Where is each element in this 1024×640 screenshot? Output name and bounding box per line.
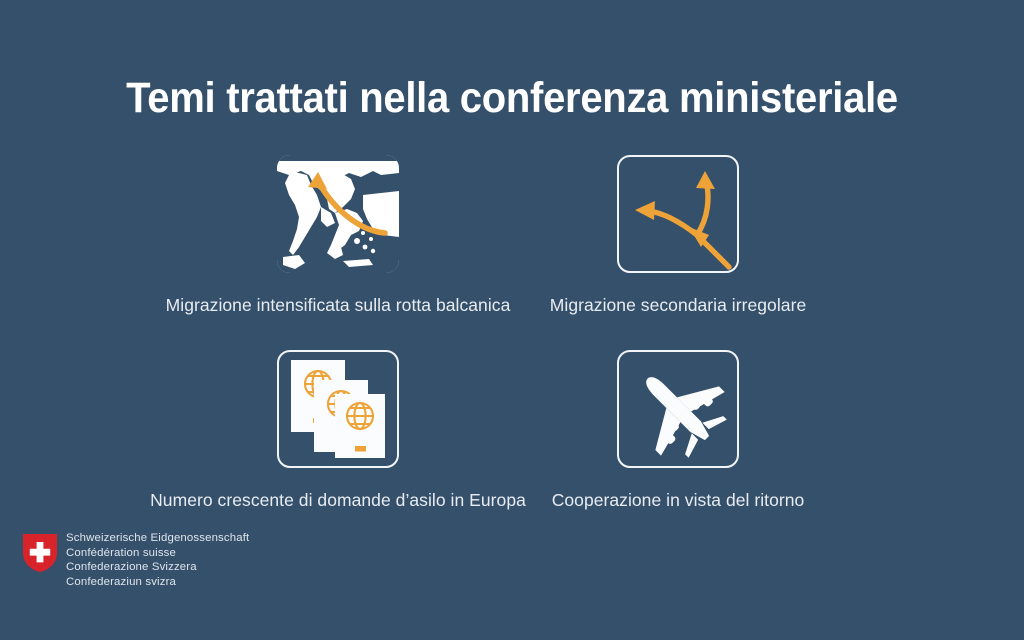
topic-label: Cooperazione in vista del ritorno <box>551 490 805 510</box>
topic-return-cooperation[interactable]: Cooperazione in vista del ritorno <box>552 350 804 510</box>
airplane-icon <box>646 377 727 458</box>
icon-panel <box>277 155 399 273</box>
swiss-confederation-logo: Schweizerische Eidgenossenschaft Confédé… <box>22 531 249 589</box>
topic-icon-balkan-route[interactable] <box>277 155 399 273</box>
topic-asylum-applications[interactable]: Numero crescente di domande d’asilo in E… <box>150 350 526 510</box>
migration-arrow <box>308 172 388 236</box>
topic-icon-secondary-migration[interactable] <box>617 155 739 273</box>
swiss-coat-of-arms-shield-icon <box>23 534 57 572</box>
stacked-passports-icon <box>291 360 385 458</box>
passport-card-front <box>335 394 385 458</box>
swiss-confederation-names: Schweizerische Eidgenossenschaft Confédé… <box>66 531 249 589</box>
branching-arrows-icon <box>635 171 732 270</box>
topic-secondary-migration[interactable]: Migrazione secondaria irregolare <box>550 155 806 315</box>
page-title: Temi trattati nella conferenza ministeri… <box>126 74 898 122</box>
logo-name-de: Schweizerische Eidgenossenschaft <box>66 532 250 544</box>
balkan-route-map-icon <box>277 155 399 273</box>
topic-label: Migrazione secondaria irregolare <box>549 295 807 315</box>
logo-name-rm: Confederaziun svizra <box>66 575 176 588</box>
icon-frame <box>617 350 739 468</box>
topic-balkan-route[interactable]: Migrazione intensificata sulla rotta bal… <box>166 155 510 315</box>
topic-icon-return-cooperation[interactable] <box>617 350 739 468</box>
icon-frame <box>617 155 739 273</box>
topic-label: Migrazione intensificata sulla rotta bal… <box>165 295 511 315</box>
icon-frame <box>277 350 399 468</box>
logo-name-it: Confederazione Svizzera <box>66 561 197 574</box>
topic-icon-asylum-applications[interactable] <box>277 350 399 468</box>
logo-name-fr: Confédération suisse <box>66 546 177 559</box>
topic-label: Numero crescente di domande d’asilo in E… <box>150 490 526 510</box>
